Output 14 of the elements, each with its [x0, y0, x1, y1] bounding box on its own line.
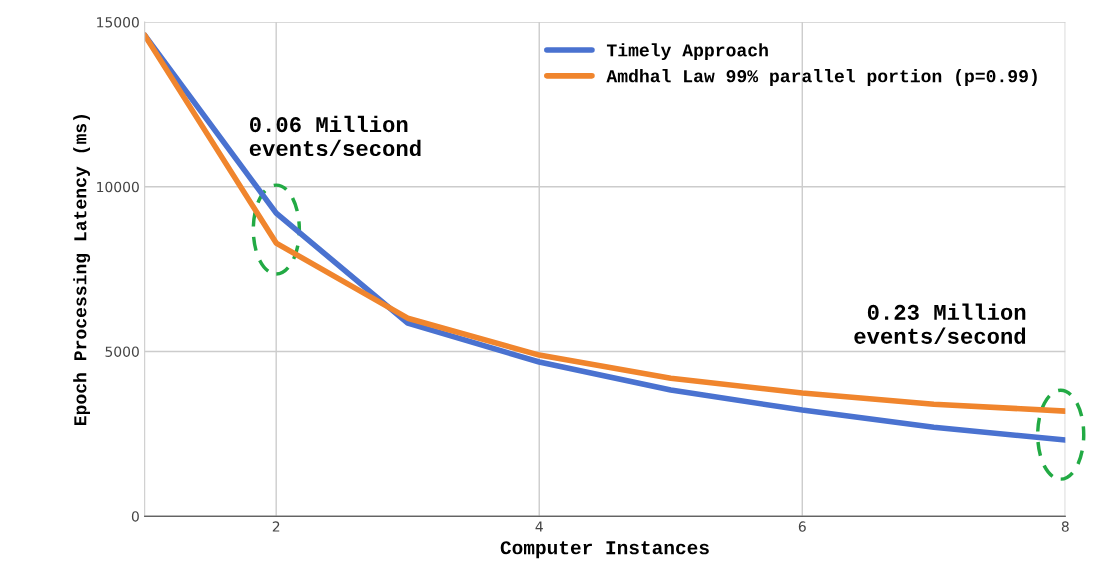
- legend-label: Timely Approach: [606, 43, 768, 61]
- annotation: 0.06 Million events/second: [249, 115, 421, 157]
- x-tick-label: 2: [272, 521, 280, 532]
- y-axis-title: Epoch Processing Latency (ms): [73, 115, 91, 426]
- annotation: 0.23 Million events/second: [854, 303, 1026, 344]
- y-tick-label: 15000: [97, 17, 139, 28]
- x-tick-label: 8: [1061, 521, 1069, 532]
- x-axis-title: Computer Instances: [500, 541, 709, 559]
- legend-label: Amdhal Law 99% parallel portion (p=0.99): [606, 69, 1037, 86]
- x-tick-label: 6: [798, 521, 806, 532]
- y-tick-label: 0: [131, 511, 139, 522]
- x-tick-label: 4: [535, 521, 543, 532]
- y-tick-label: 10000: [97, 181, 139, 193]
- y-tick-label: 5000: [105, 346, 139, 357]
